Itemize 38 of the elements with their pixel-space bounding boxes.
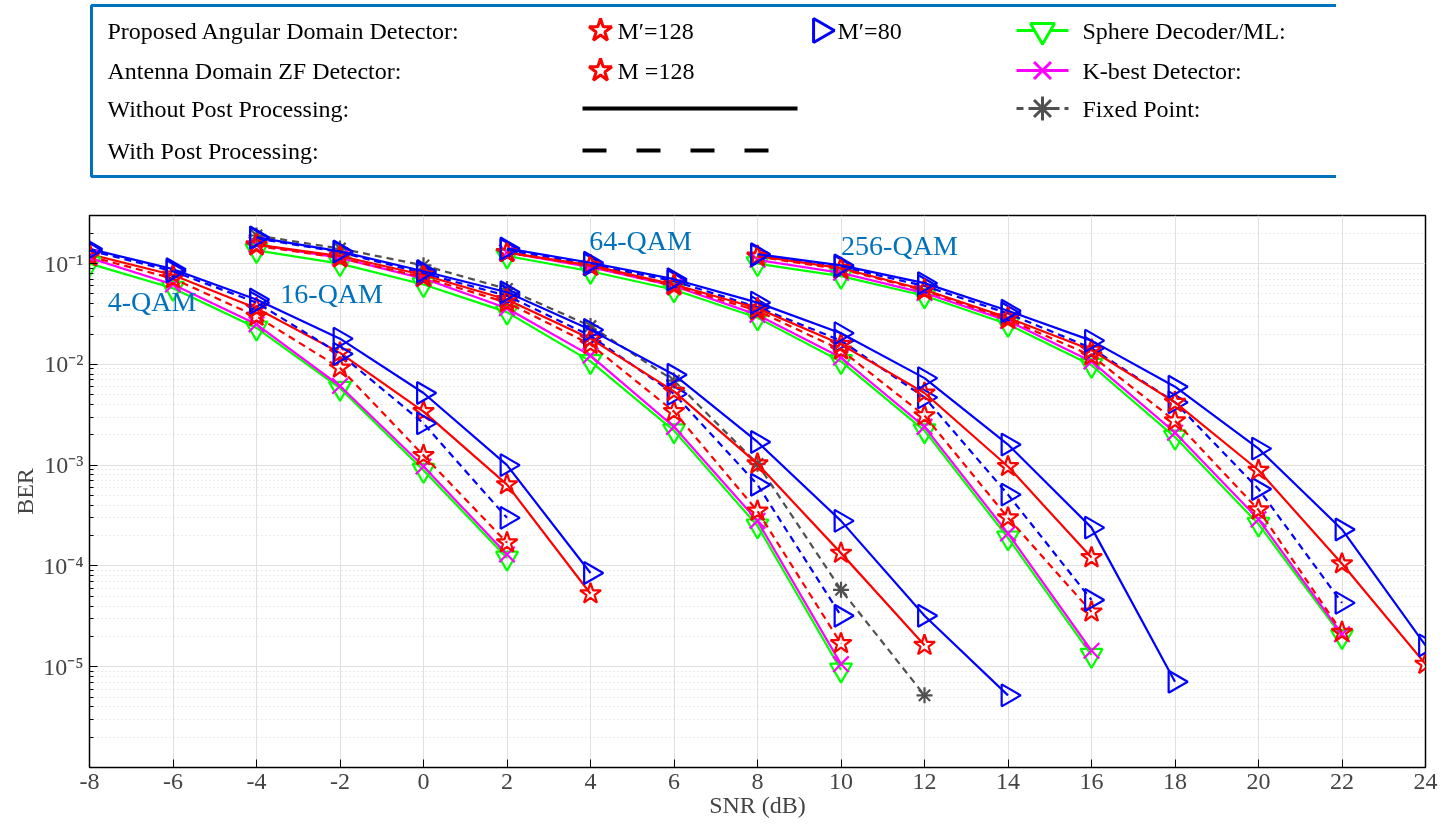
x-tick-label: 22 (1330, 767, 1354, 794)
y-tick-label: 10⁻² (44, 351, 84, 378)
annotation: 16-QAM (280, 278, 384, 310)
text: Proposed Angular Domain Detector: (107, 17, 459, 44)
x-tick-label: 24 (1413, 767, 1438, 794)
legend-label: M′=128 (617, 17, 694, 44)
x-tick-label: 0 (417, 767, 430, 794)
x-tick-label: 10 (829, 767, 853, 794)
x-tick-label: 6 (668, 767, 680, 794)
y-tick-label: 10⁻³ (44, 452, 84, 479)
x-tick-label: 16 (1079, 767, 1104, 794)
annotation: 4-QAM (107, 286, 197, 318)
text: Antenna Domain ZF Detector: (107, 57, 402, 84)
x-tick-label: -6 (163, 767, 183, 794)
text: M =128 (617, 57, 695, 84)
x-tick-label: -4 (246, 767, 267, 794)
x-tick-label: 12 (912, 767, 937, 794)
text: With Post Processing: (107, 137, 319, 164)
x-tick-label: 14 (996, 767, 1020, 794)
legend-label: Fixed Point: (1082, 95, 1201, 122)
x-tick-label: 18 (1163, 767, 1187, 794)
x-tick-label: 20 (1246, 767, 1271, 794)
x-tick-label: 4 (584, 767, 597, 794)
y-tick-label: 10⁻⁴ (43, 552, 84, 579)
annotation: 64-QAM (589, 224, 693, 256)
x-tick-label: -8 (79, 767, 100, 794)
y-tick-label: 10⁻⁵ (43, 653, 84, 680)
x-axis-title: SNR (dB) (709, 791, 806, 818)
annotation: 256-QAM (841, 230, 958, 262)
text: Without Post Processing: (107, 95, 350, 122)
x-tick-label: 2 (501, 767, 513, 794)
y-tick-label: 10⁻¹ (44, 250, 84, 277)
y-axis-title: BER (12, 468, 39, 515)
x-tick-label: 8 (751, 767, 764, 794)
legend-label: Sphere Decoder/ML: (1082, 17, 1286, 44)
legend-label: M′=80 (837, 17, 902, 44)
x-tick-label: -2 (330, 767, 350, 794)
legend-label: K-best Detector: (1082, 57, 1242, 84)
